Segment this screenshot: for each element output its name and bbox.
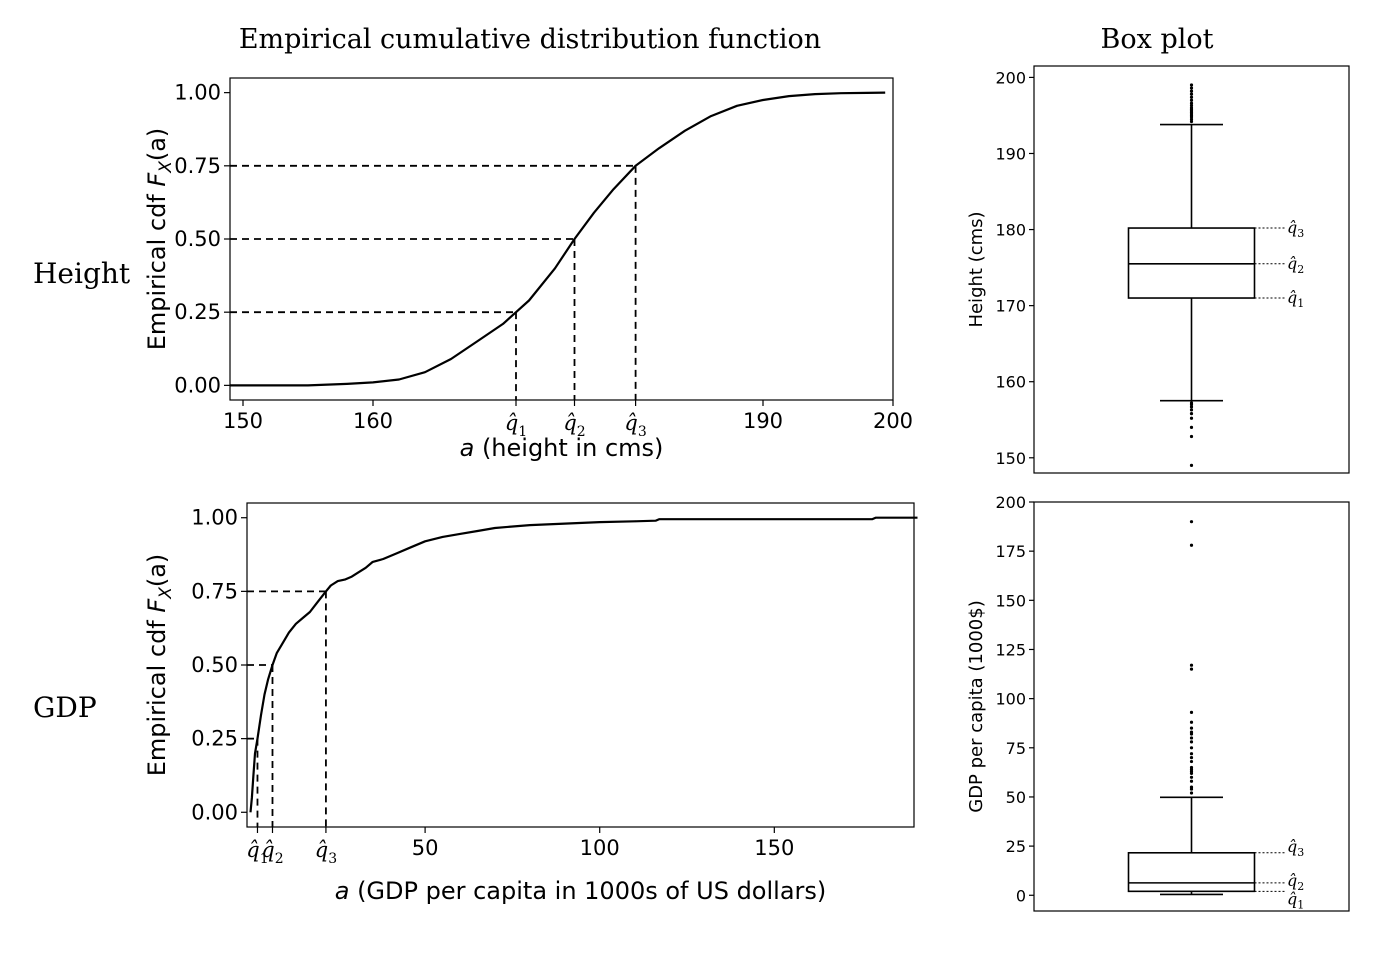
ecdf0-quartile-label: q̂2 <box>563 411 585 440</box>
box2-outlier-point <box>1189 101 1194 105</box>
box2-outlier-point <box>1189 117 1194 121</box>
ecdf0-y-tick-label: 0.50 <box>174 227 221 251</box>
box3-y-tick-label: 25 <box>1006 837 1026 856</box>
box3-outlier-point <box>1189 765 1194 770</box>
box3-outlier-point <box>1189 746 1194 750</box>
box2-y-tick-label: 180 <box>995 221 1026 240</box>
box2-outlier-point <box>1189 463 1194 467</box>
box3-outlier-point <box>1189 785 1194 789</box>
ecdf0-y-tick-label: 0.00 <box>174 373 221 397</box>
box2-outlier-point <box>1189 103 1194 108</box>
row-label-gdp: GDP <box>33 691 97 724</box>
box3-plot-frame <box>1033 501 1350 912</box>
ecdf0-x-tick-label: 200 <box>873 409 913 433</box>
ecdf0-y-tick-label: 0.75 <box>174 154 221 178</box>
box2-y-tick-label: 170 <box>995 297 1026 316</box>
box2-outlier-point <box>1189 425 1194 429</box>
ecdf1-x-tick-label: 150 <box>754 836 794 860</box>
box3-outlier-point <box>1189 740 1194 744</box>
box2-plot-frame <box>1033 65 1350 474</box>
box3-y-tick-label: 175 <box>995 542 1026 561</box>
box3-iqr-box <box>1127 851 1256 893</box>
box3-outlier-point <box>1189 663 1194 667</box>
ecdf1-x-tick-label: 100 <box>580 836 620 860</box>
box2-outlier-point <box>1189 412 1194 416</box>
box3-outlier-point <box>1189 667 1194 671</box>
box2-outlier-point <box>1189 86 1194 90</box>
row-label-height: Height <box>33 257 131 290</box>
box3-outlier-point <box>1189 736 1194 740</box>
box2-outlier-point <box>1189 95 1194 99</box>
box3-quartile-label: q̂1 <box>1287 889 1304 911</box>
box2-y-axis-label: Height (cms) <box>966 211 987 327</box>
ecdf1-y-tick-label: 1.00 <box>191 506 238 530</box>
box2-outlier-point <box>1189 106 1194 110</box>
box3-outlier-point <box>1189 791 1194 795</box>
box3-y-tick-label: 200 <box>995 493 1026 512</box>
box2-outlier-point <box>1189 89 1194 93</box>
ecdf0-y-tick-label: 0.25 <box>174 300 221 324</box>
ecdf-column-header: Empirical cumulative distribution functi… <box>239 24 821 55</box>
ecdf0-x-tick-label: 190 <box>743 409 783 433</box>
box3-quartile-label: q̂3 <box>1287 837 1304 859</box>
box3-y-tick-label: 50 <box>1006 788 1026 807</box>
box2-y-tick-label: 200 <box>995 68 1026 87</box>
box3-y-tick-label: 0 <box>1016 886 1026 905</box>
box3-outlier-point <box>1189 520 1194 524</box>
ecdf0-quartile-label: q̂1 <box>505 411 527 440</box>
box2-y-tick-label: 160 <box>995 373 1026 392</box>
box2-outlier-point <box>1189 416 1194 420</box>
box3-y-tick-label: 100 <box>995 690 1026 709</box>
ecdf1-x-axis-label: a (GDP per capita in 1000s of US dollars… <box>335 877 827 905</box>
box3-outlier-point <box>1189 752 1194 756</box>
box3-y-axis-label: GDP per capita (1000$) <box>966 600 987 812</box>
ecdf0-x-tick-label: 160 <box>353 409 393 433</box>
ecdf1-ecdf-curve <box>249 516 918 813</box>
ecdf0-x-tick-label: 150 <box>223 409 263 433</box>
box2-outlier-point <box>1189 92 1194 96</box>
ecdf0-y-axis-label: Empirical cdf FX(a) <box>143 128 176 351</box>
ecdf0-x-axis-label: a (height in cms) <box>460 434 664 462</box>
box2-y-tick-label: 190 <box>995 144 1026 163</box>
box3-y-tick-label: 75 <box>1006 739 1026 758</box>
ecdf0-quartile-label: q̂3 <box>624 411 646 440</box>
box3-outlier-point <box>1189 775 1194 779</box>
ecdf1-quartile-label: q̂1 <box>246 838 268 867</box>
box2-outlier-point <box>1189 83 1194 87</box>
ecdf0-ecdf-curve <box>230 91 886 387</box>
ecdf1-x-tick-label: 50 <box>412 836 439 860</box>
ecdf1-y-tick-label: 0.25 <box>191 727 238 751</box>
ecdf1-y-tick-label: 0.00 <box>191 800 238 824</box>
box3-outlier-point <box>1189 710 1194 714</box>
ecdf1-quartile-label: q̂2 <box>261 838 283 867</box>
box2-y-tick-label: 150 <box>995 449 1026 468</box>
box2-outlier-point <box>1189 119 1194 124</box>
box3-outlier-point <box>1189 756 1194 760</box>
box-column-header: Box plot <box>1101 24 1214 55</box>
box3-y-tick-label: 125 <box>995 640 1026 659</box>
box3-outlier-point <box>1189 726 1194 730</box>
box3-outlier-point <box>1189 543 1194 547</box>
ecdf1-y-axis-label: Empirical cdf FX(a) <box>143 554 176 777</box>
ecdf0-y-tick-label: 1.00 <box>174 81 221 105</box>
ecdf1-plot-frame <box>246 502 915 828</box>
box3-outlier-point <box>1189 720 1194 724</box>
box2-quartile-label: q̂3 <box>1287 218 1304 240</box>
box3-outlier-point <box>1189 779 1194 783</box>
box2-outlier-point <box>1189 405 1194 409</box>
box3-outlier-point <box>1189 730 1194 734</box>
box2-quartile-label: q̂2 <box>1287 254 1304 276</box>
box2-outlier-point <box>1189 408 1194 412</box>
box3-y-tick-label: 150 <box>995 591 1026 610</box>
box3-outlier-point <box>1189 759 1194 764</box>
box2-quartile-label: q̂1 <box>1287 288 1304 310</box>
box2-outlier-point <box>1189 401 1194 405</box>
ecdf1-y-tick-label: 0.50 <box>191 653 238 677</box>
ecdf1-y-tick-label: 0.75 <box>191 579 238 603</box>
box3-quartile-label: q̂2 <box>1287 871 1304 893</box>
box2-outlier-point <box>1189 98 1194 102</box>
box2-outlier-point <box>1189 434 1194 439</box>
ecdf1-quartile-label: q̂3 <box>315 838 337 867</box>
